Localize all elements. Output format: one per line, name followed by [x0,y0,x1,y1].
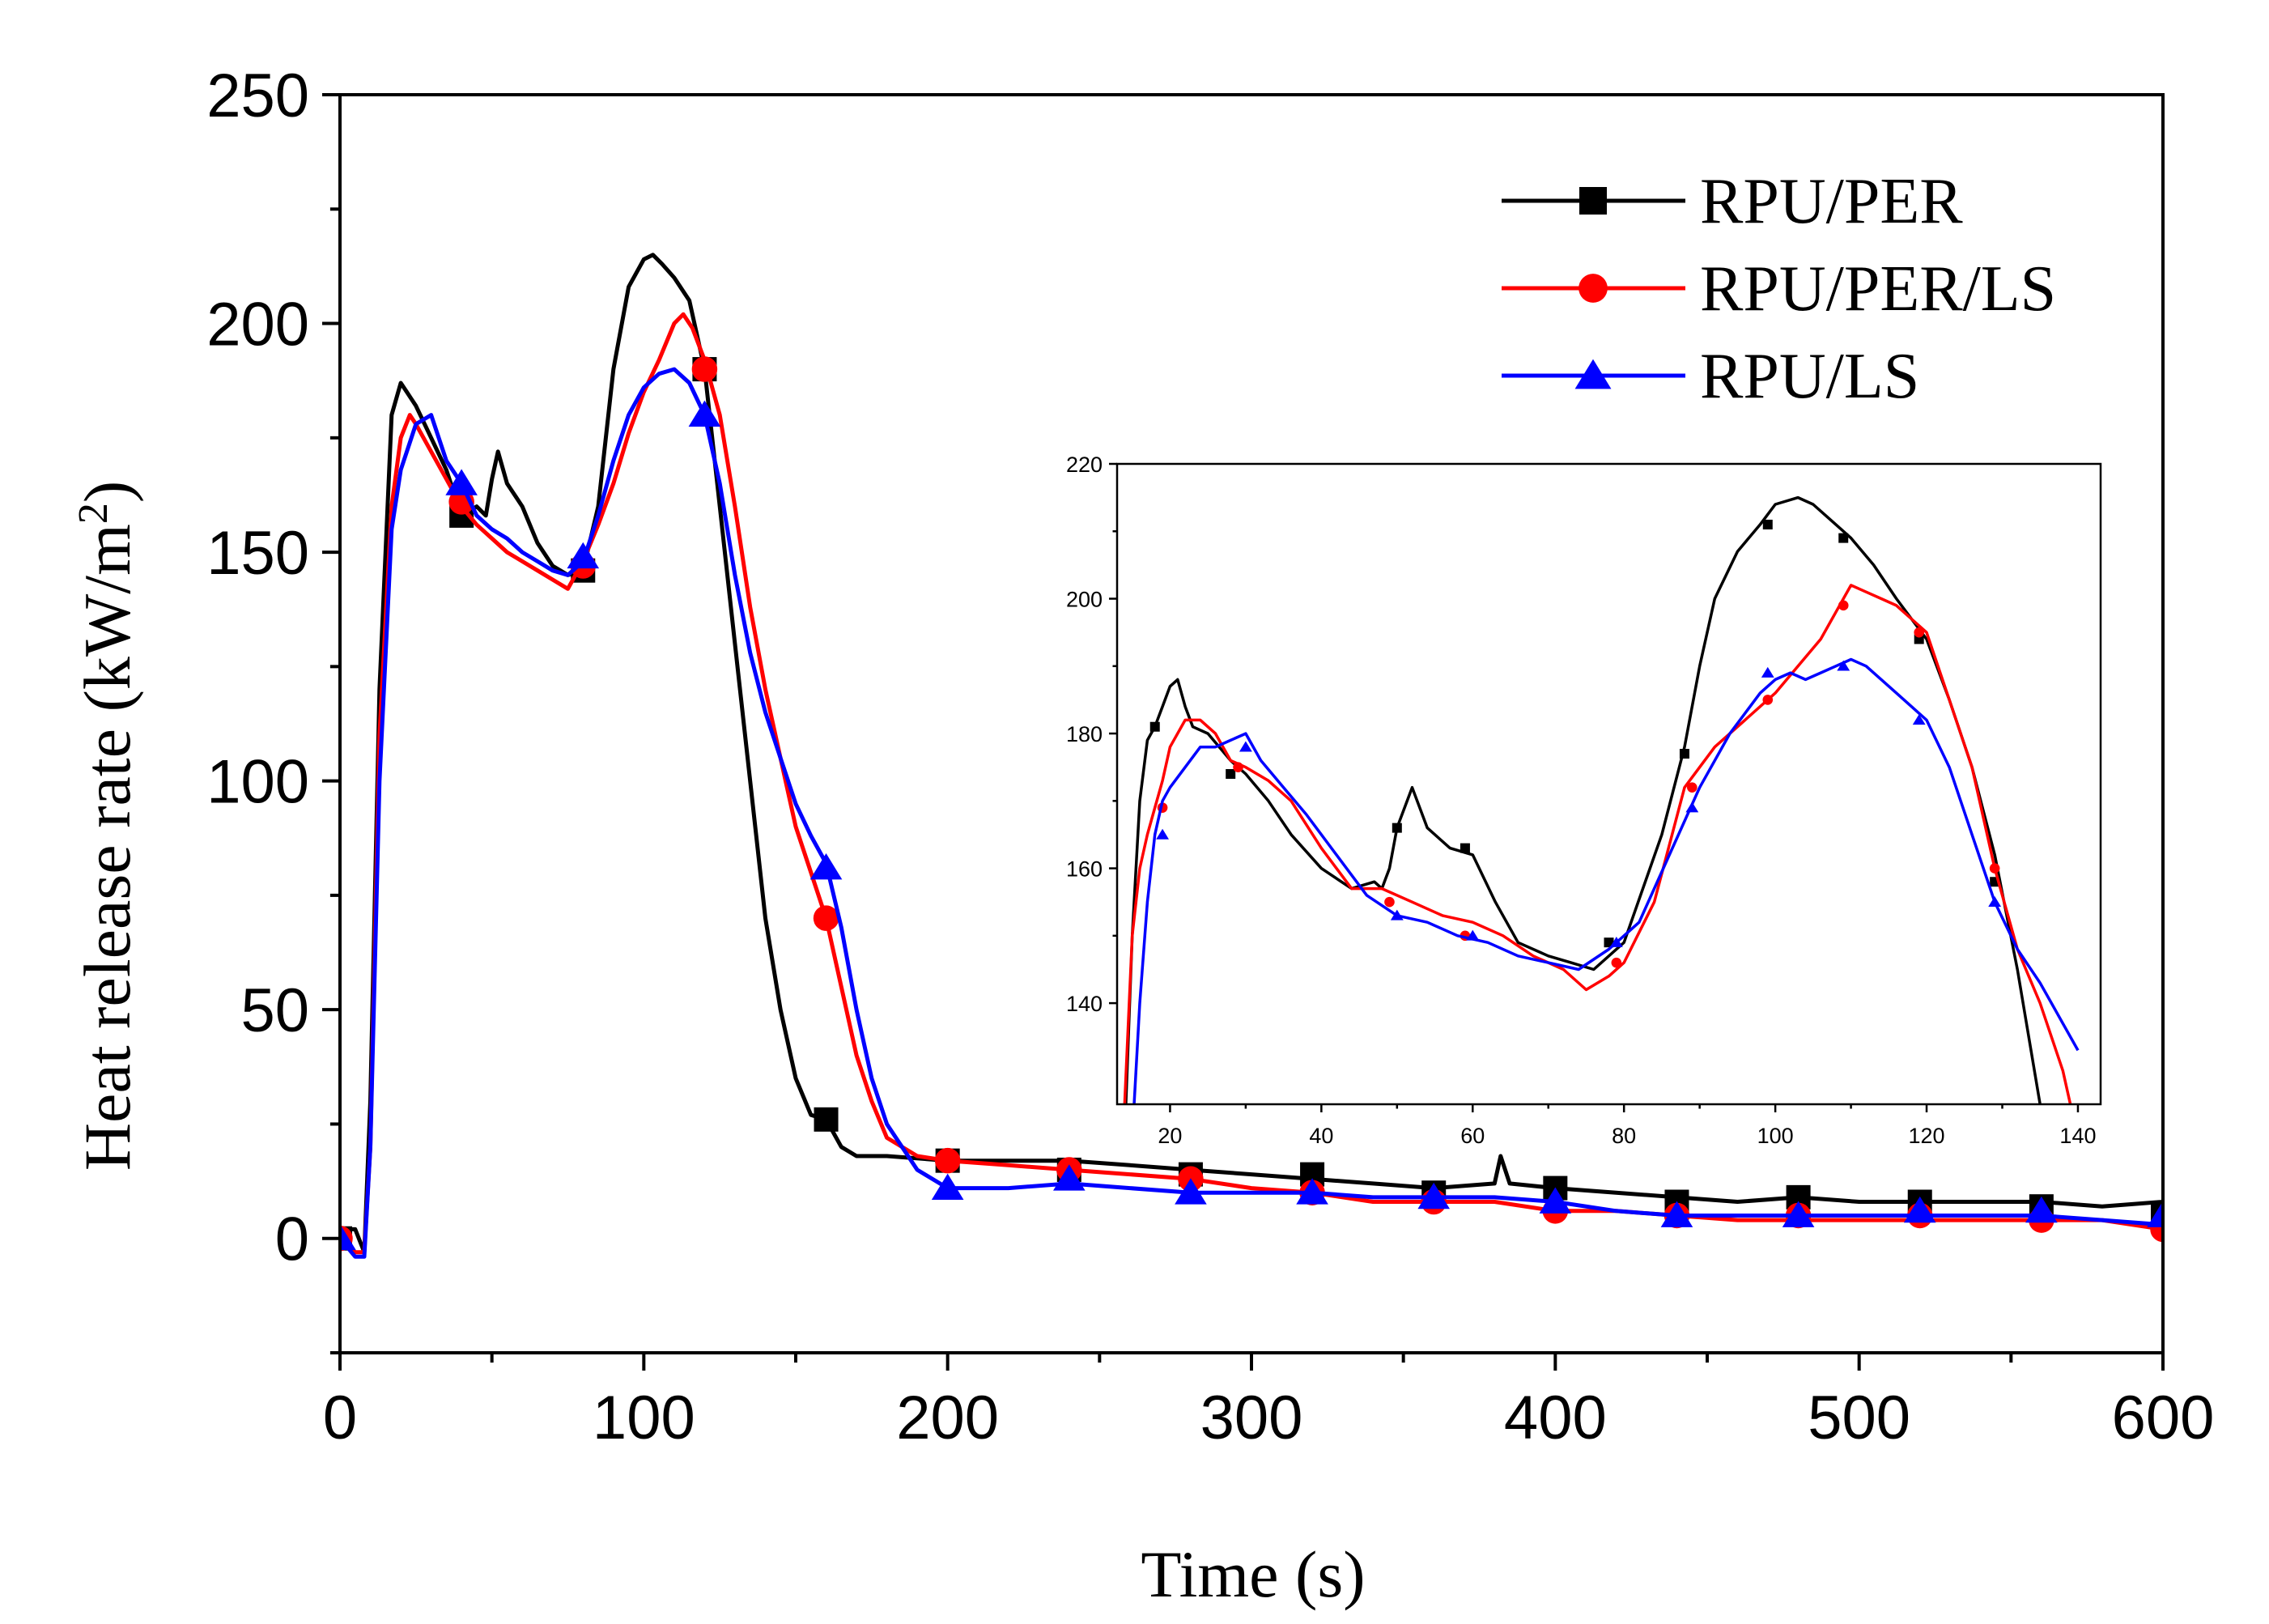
inset-plot-marker-2-6 [1761,666,1774,678]
main-plot-marker-2-2 [567,542,600,569]
main-plot-x-tick-label: 300 [1200,1384,1303,1452]
inset-plot-marker-2-9 [1988,896,2002,907]
inset-plot-marker-2-3 [1466,929,1480,941]
inset-plot-x-tick-label: 80 [1612,1124,1636,1148]
inset-plot-marker-1-2 [1384,896,1395,908]
inset-plot-marker-1-1 [1233,762,1243,772]
legend-marker-2 [1574,359,1612,389]
inset-plot: 20 40 60 80 100 120 140 140 160 180 200 220 [1066,453,2102,1148]
inset-plot-series [1123,495,2080,1104]
main-plot-y-tick-label: 0 [275,1205,309,1274]
legend-marker-0 [1579,187,1607,215]
inset-plot-marker-1-8 [1914,627,1924,638]
legend-label-1: RPU/PER/LS [1700,253,2056,325]
main-plot-x-tick-label: 500 [1808,1384,1910,1452]
inset-plot-marker-1-9 [1989,863,2000,874]
main-plot-marker-1-4 [813,905,839,931]
main-plot-marker-2-15 [2147,1201,2163,1227]
main-plot-marker-1-5 [934,1147,961,1174]
main-plot-x-tick-label: 0 [323,1384,357,1452]
legend-marker-1 [1579,274,1608,303]
main-plot-marker-2-1 [445,469,478,495]
inset-plot-marker-2-1 [1239,741,1252,752]
x-axis-title: Time (s) [1141,1537,1365,1611]
main-plot-marker-2-4 [809,853,843,880]
inset-plot-marker-2-5 [1685,801,1699,813]
y-axis-title-text: Heat release rate (kW/m [70,524,144,1171]
main-plot: 0 100 200 300 400 500 600 0 50 100 150 200 250 [206,62,2214,1452]
inset-plot-marker-0-1 [1226,769,1236,780]
main-plot-marker-2-14 [2025,1196,2058,1223]
main-plot-marker-2-12 [1782,1201,1815,1227]
main-plot-x-tick-label: 100 [593,1384,695,1452]
inset-plot-marker-2-7 [1837,660,1850,671]
inset-plot-marker-1-7 [1838,600,1849,611]
main-plot-marker-1-3 [691,356,718,382]
inset-plot-marker-0-5 [1679,749,1689,759]
main-plot-y-tick-label: 150 [206,519,309,588]
main-plot-marker-2-0 [340,1223,356,1251]
main-plot-y-tick-label: 50 [240,976,309,1045]
y-axis-title: Heat release rate (kW/m2) [70,481,144,1171]
inset-plot-series-line-1 [1123,584,2072,1104]
inset-plot-series-line-2 [1132,657,2080,1104]
legend-label-2: RPU/LS [1700,341,1919,412]
y-axis-title-superscript: 2 [70,503,117,524]
inset-plot-background [1117,464,2101,1104]
inset-plot-y-tick-label: 180 [1066,722,1103,746]
main-plot-marker-2-5 [931,1173,964,1200]
main-plot-y-tick-label: 250 [206,62,309,130]
inset-plot-y-tick-label: 160 [1066,857,1103,882]
inset-plot-marker-0-7 [1838,533,1849,543]
inset-plot-marker-0-4 [1604,937,1614,948]
inset-plot-marker-1-6 [1762,695,1774,705]
inset-plot-frame [1115,462,2102,1106]
inset-plot-marker-0-6 [1762,519,1773,529]
inset-plot-marker-2-0 [1156,828,1169,840]
main-plot-marker-2-3 [688,400,721,427]
main-plot-marker-2-6 [1053,1164,1086,1191]
y-axis-title-close: ) [70,481,144,503]
inset-plot-marker-1-4 [1611,957,1622,968]
main-plot-marker-2-11 [1660,1201,1693,1227]
inset-plot-marker-2-2 [1390,909,1404,920]
legend-label-0: RPU/PER [1700,166,1963,237]
main-plot-x-tick-label: 400 [1504,1384,1607,1452]
inset-plot-y-tick-label: 220 [1066,453,1103,477]
inset-plot-y-tick-label: 140 [1066,992,1103,1016]
inset-plot-marker-0-0 [1149,721,1160,732]
legend: RPU/PER RPU/PER/LS RPU/LS [1502,166,2056,412]
inset-plot-x-tick-label: 120 [1909,1124,1945,1148]
inset-plot-marker-2-8 [1912,714,1926,725]
main-plot-marker-0-4 [814,1107,839,1132]
inset-plot-x-tick-label: 20 [1158,1124,1182,1148]
inset-plot-x-tick-label: 140 [2059,1124,2096,1148]
main-plot-marker-2-10 [1539,1187,1572,1214]
main-plot-y-tick-label: 200 [206,291,309,359]
main-plot-marker-2-9 [1417,1182,1450,1209]
inset-plot-x-tick-label: 40 [1309,1124,1333,1148]
main-plot-marker-2-7 [1175,1178,1207,1205]
inset-plot-marker-0-2 [1392,823,1402,833]
inset-plot-marker-0-3 [1460,843,1470,853]
inset-plot-x-tick-label: 60 [1460,1124,1485,1148]
main-plot-series [340,253,2163,1259]
inset-plot-series-line-0 [1124,495,2042,1104]
inset-plot-y-tick-label: 200 [1066,588,1103,612]
main-plot-x-tick-label: 200 [896,1384,999,1452]
inset-plot-marker-2-4 [1609,936,1623,947]
main-plot-y-tick-label: 100 [206,748,309,817]
main-plot-x-tick-label: 600 [2112,1384,2215,1452]
main-plot-marker-2-8 [1296,1178,1328,1205]
inset-plot-x-tick-label: 100 [1757,1124,1794,1148]
main-plot-marker-2-13 [1903,1196,1936,1223]
inset-plot-marker-1-5 [1687,782,1698,793]
